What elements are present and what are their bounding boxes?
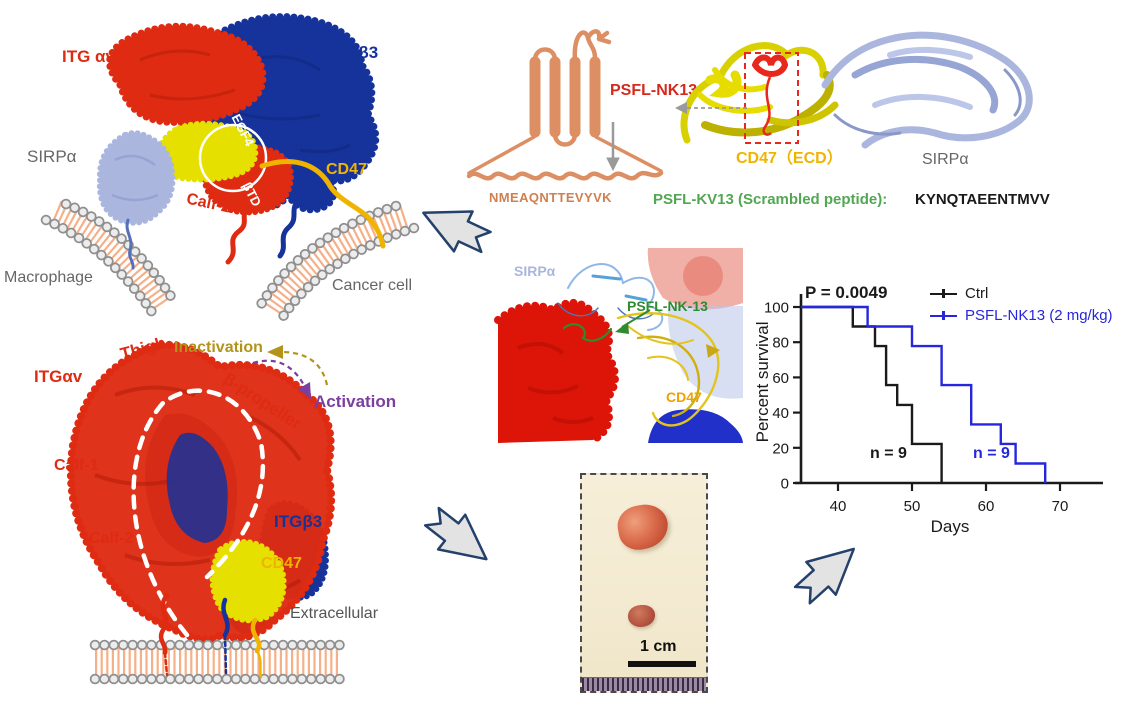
- cancer-cell-membrane: [254, 200, 420, 324]
- closeup-sirpa-ribbon: [557, 263, 664, 331]
- svg-text:0: 0: [781, 476, 789, 493]
- label-sirpa-ribbon: SIRPα: [922, 151, 969, 168]
- n-label-treated: n = 9: [973, 445, 1010, 462]
- flow-arrow-to-survival: [793, 547, 856, 605]
- legend-label-ctrl: Ctrl: [965, 285, 989, 302]
- label-closeup-peptide: PSFL-NK-13: [627, 298, 708, 314]
- closeup-red-surface: [494, 299, 619, 444]
- conformation-arrows: [252, 345, 329, 399]
- unfold-arrow: [606, 122, 620, 172]
- label-cd47-ecd: CD47（ECD）: [736, 150, 843, 167]
- protein-stalks: [125, 159, 386, 270]
- plasma-membrane: [89, 639, 346, 685]
- interface-highlight-circle: [198, 123, 268, 193]
- label-sirpa-top: SIRPα: [27, 147, 77, 166]
- svg-text:20: 20: [772, 440, 789, 457]
- ruler-strip: [582, 677, 706, 691]
- svg-text:60: 60: [772, 370, 789, 387]
- legend-label-treated: PSFL-NK13 (2 mg/kg): [965, 307, 1113, 324]
- label-cd47-top: CD47: [326, 161, 367, 178]
- label-activation: Activation: [314, 392, 397, 411]
- survival-chart: 40 50 60 70 0 20 40 60 80 100 P = 0.0049 Percent …: [745, 258, 1132, 558]
- ctrl-line-marker: [930, 289, 957, 299]
- svg-text:40: 40: [830, 498, 847, 515]
- sirpa-ribbon: [821, 31, 1033, 149]
- bent-conformation-dashed-outline: [131, 388, 266, 638]
- complex-panel-art: [40, 13, 420, 324]
- label-closeup-cd47: CD47: [666, 389, 702, 405]
- label-scrambled-sequence: KYNQTAEENTMVV: [915, 191, 1050, 208]
- closeup-faded-surfaces: [647, 248, 743, 399]
- label-macrophage: Macrophage: [4, 269, 93, 286]
- label-itgb3: ITGβ3: [330, 43, 379, 62]
- cd47-ecd-ribbon: [680, 42, 839, 144]
- legend-entry-treated: PSFL-NK13 (2 mg/kg): [930, 307, 1113, 324]
- label-inactivation: Inactivation: [174, 339, 263, 356]
- itg-alphav-surface: [106, 22, 267, 126]
- label-itg-av: ITG αv: [62, 47, 115, 66]
- scale-bar: [628, 661, 696, 667]
- peptide-cartoon-art: [466, 29, 664, 181]
- closeup-blue-surface: [648, 409, 743, 443]
- svg-text:100: 100: [764, 300, 789, 317]
- label-peptide-name: PSFL-NK13: [610, 82, 698, 99]
- label-peptide-sequence: NMEAQNTTEVYVK: [489, 190, 612, 205]
- survival-chart-canvas: 40 50 60 70 0 20 40 60 80 100: [764, 294, 1103, 515]
- svg-text:70: 70: [1052, 498, 1069, 515]
- tumor-small: [628, 605, 655, 627]
- macrophage-membrane: [40, 198, 178, 318]
- scale-bar-label: 1 cm: [640, 638, 677, 655]
- integrin-panel-art: [66, 340, 346, 685]
- ribbon-panel-art: [675, 31, 1033, 149]
- tumor-photo-panel: 1 cm: [580, 473, 708, 693]
- x-axis-title: Days: [930, 517, 970, 536]
- svg-text:50: 50: [904, 498, 921, 515]
- label-itgb3-bottom: ITGβ3: [274, 512, 323, 531]
- label-calf1: Calf-1: [54, 457, 99, 474]
- label-cancer-cell: Cancer cell: [332, 277, 413, 294]
- n-label-ctrl: n = 9: [870, 445, 907, 462]
- svg-text:60: 60: [978, 498, 995, 515]
- psfl-nk13-fragment-ribbon: [752, 54, 789, 136]
- legend-entry-ctrl: Ctrl: [930, 285, 988, 302]
- y-axis-title: Percent survival: [753, 321, 773, 443]
- flow-arrow-to-complex: [422, 210, 492, 254]
- closeup-panel-art: [494, 248, 743, 444]
- label-closeup-sirpa: SIRPα: [514, 263, 556, 279]
- closeup-peptide-ribbon: [562, 309, 651, 342]
- transmembrane-stalks: [158, 592, 263, 679]
- sirpa-surface: [96, 130, 176, 226]
- label-extracellular: Extracellular: [290, 605, 379, 622]
- label-cd47-bottom: CD47: [261, 555, 302, 572]
- fragment-highlight-box: [744, 52, 799, 144]
- flow-arrow-to-tumor: [423, 506, 488, 561]
- label-calf2-bottom: Calf-2: [89, 530, 134, 547]
- label-scrambled-name: PSFL-KV13 (Scrambled peptide):: [653, 191, 888, 208]
- integrin-cd47-surface: [209, 538, 287, 624]
- closeup-cd47-ribbon: [616, 312, 720, 427]
- p-value: P = 0.0049: [805, 283, 888, 302]
- svg-text:80: 80: [772, 335, 789, 352]
- tumor-large: [614, 500, 672, 554]
- label-itgav-bottom: ITGαv: [34, 367, 83, 386]
- peptide-barrel: [466, 29, 664, 181]
- svg-text:40: 40: [772, 405, 789, 422]
- treated-line-marker: [930, 311, 957, 321]
- fragment-pointer-arrow: [675, 102, 747, 114]
